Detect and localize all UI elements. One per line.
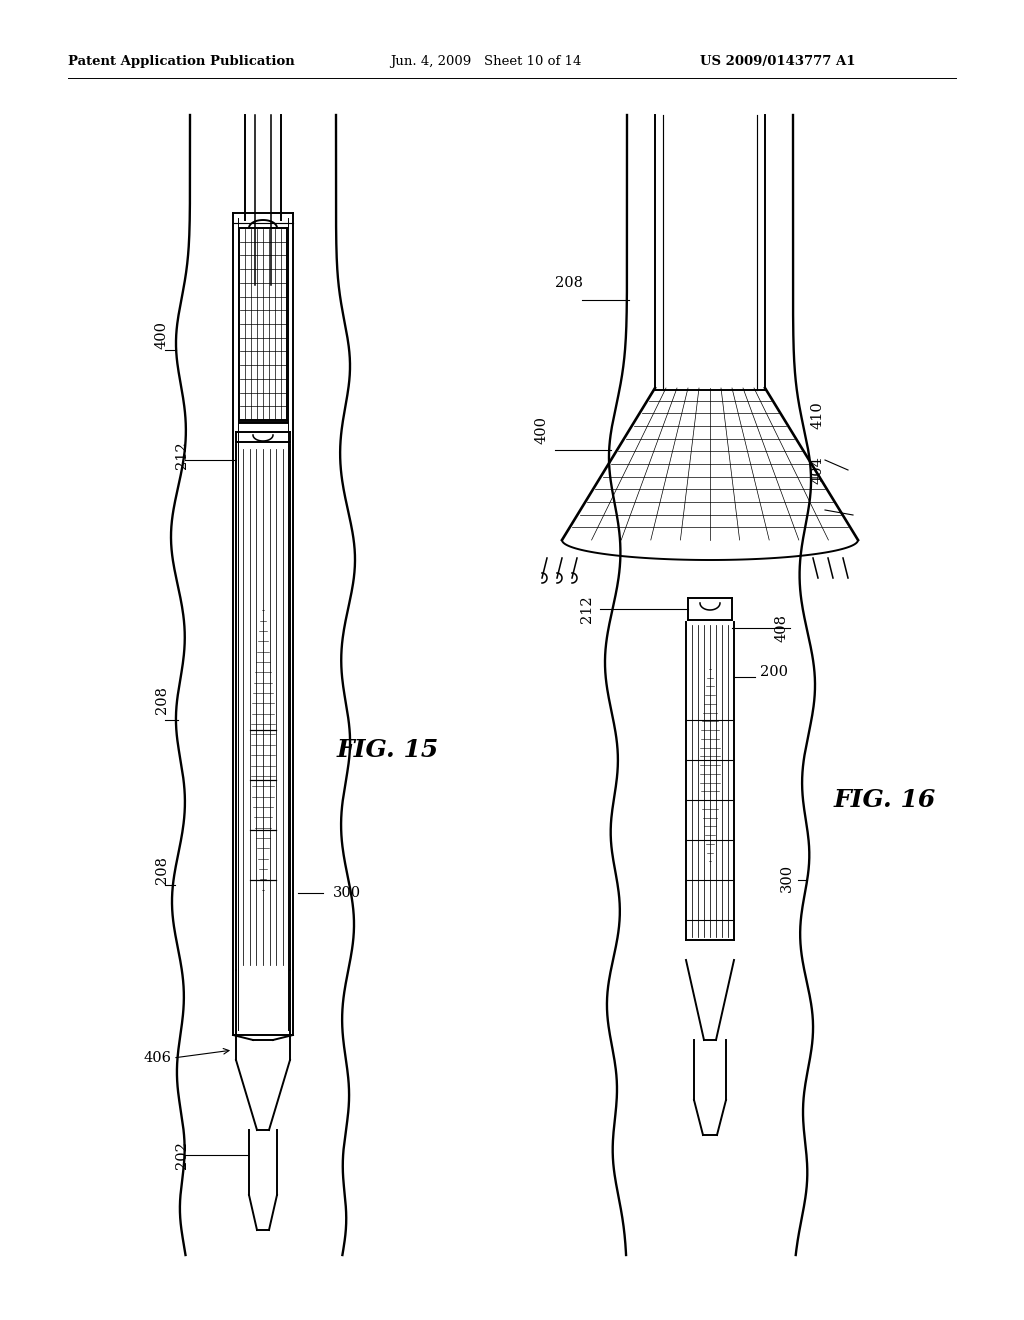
Text: 208: 208 bbox=[555, 276, 583, 290]
Text: 400: 400 bbox=[535, 416, 549, 444]
Text: Patent Application Publication: Patent Application Publication bbox=[68, 55, 295, 69]
Text: FIG. 15: FIG. 15 bbox=[337, 738, 439, 762]
Text: 410: 410 bbox=[810, 401, 824, 429]
Text: 404: 404 bbox=[810, 457, 824, 484]
Text: 208: 208 bbox=[155, 686, 169, 714]
Text: 212: 212 bbox=[580, 595, 594, 623]
Text: Jun. 4, 2009   Sheet 10 of 14: Jun. 4, 2009 Sheet 10 of 14 bbox=[390, 55, 582, 69]
Text: 300: 300 bbox=[780, 863, 794, 892]
Text: 208: 208 bbox=[155, 855, 169, 884]
Text: 408: 408 bbox=[775, 614, 790, 642]
Text: 200: 200 bbox=[760, 665, 788, 678]
Text: 202: 202 bbox=[175, 1140, 189, 1170]
Text: FIG. 16: FIG. 16 bbox=[834, 788, 936, 812]
Text: US 2009/0143777 A1: US 2009/0143777 A1 bbox=[700, 55, 855, 69]
Text: 400: 400 bbox=[155, 321, 169, 348]
Text: 212: 212 bbox=[175, 441, 189, 469]
Text: 406: 406 bbox=[143, 1051, 171, 1065]
Text: 300: 300 bbox=[333, 886, 361, 900]
